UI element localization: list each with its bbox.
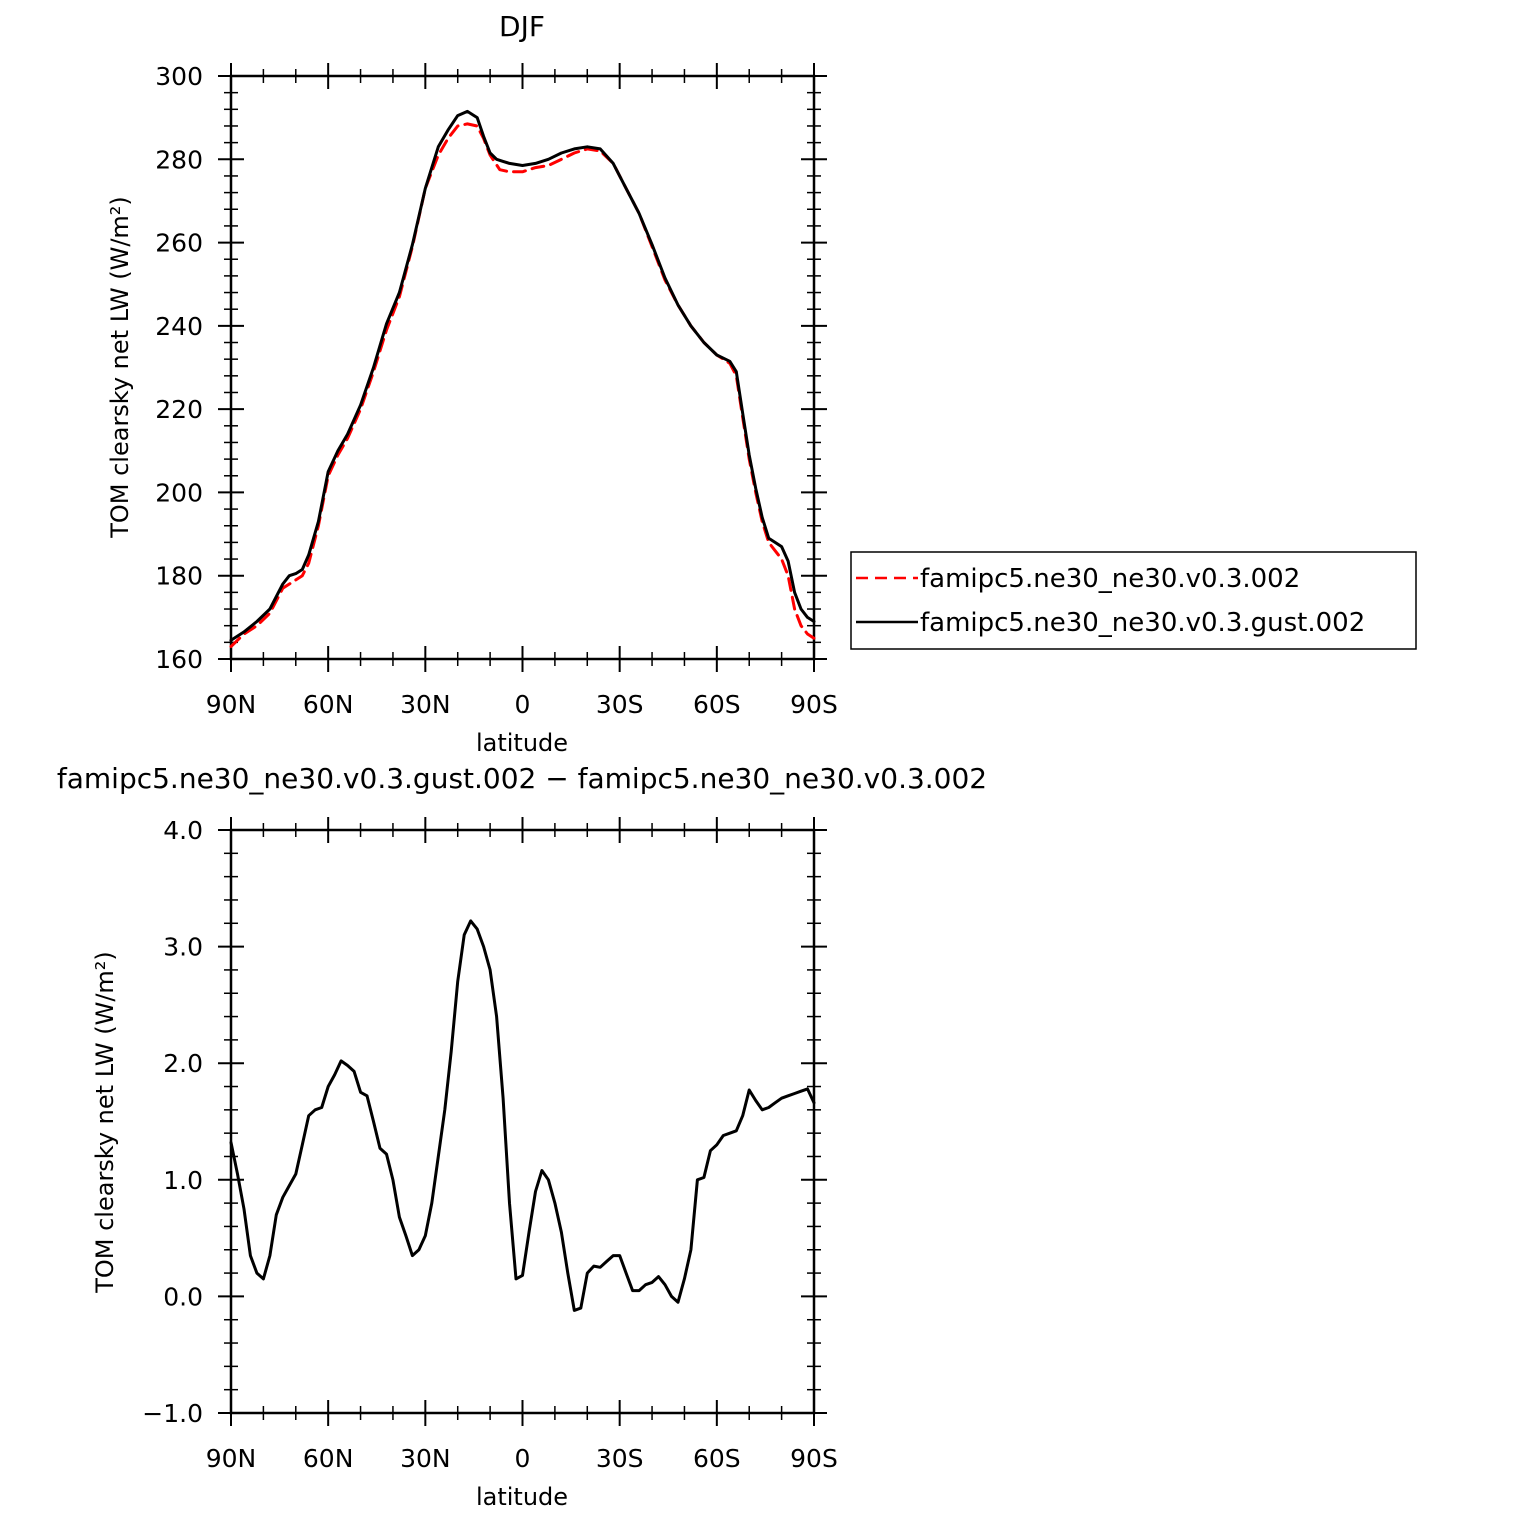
x-tick-label: 30N (400, 1444, 451, 1473)
tick-marks (218, 63, 827, 672)
legend: famipc5.ne30_ne30.v0.3.002 famipc5.ne30_… (850, 551, 1417, 650)
y-tick-label: 280 (155, 145, 203, 174)
x-tick-label: 90N (206, 690, 257, 719)
legend-label-gust: famipc5.ne30_ne30.v0.3.gust.002 (920, 608, 1365, 638)
x-tick-label: 90S (790, 1444, 838, 1473)
y-tick-label: 200 (155, 478, 203, 507)
x-axis-title: latitude (476, 1483, 568, 1511)
y-tick-label: −1.0 (142, 1399, 203, 1428)
y-tick-label: 4.0 (163, 816, 203, 845)
y-axis-title: TOM clearsky net LW (W/m²) (106, 196, 134, 539)
tick-marks (218, 817, 827, 1426)
y-tick-label: 0.0 (163, 1282, 203, 1311)
x-tick-label: 30S (596, 690, 644, 719)
chart-title: DJF (499, 10, 545, 43)
series-line (229, 109, 816, 642)
series-lines (229, 919, 816, 1312)
x-tick-label: 0 (515, 690, 531, 719)
difference-chart-title: famipc5.ne30_ne30.v0.3.gust.002 − famipc… (57, 762, 987, 795)
y-tick-labels: 160 180 200 220 240 260 280 300 (155, 62, 203, 674)
x-axis-title: latitude (476, 729, 568, 757)
y-axis-title: TOM clearsky net LW (W/m²) (91, 951, 119, 1294)
x-tick-labels: 90N 60N 30N 0 30S 60S 90S (206, 690, 838, 719)
series-line (229, 919, 816, 1312)
y-tick-label: 2.0 (163, 1049, 203, 1078)
x-tick-label: 30N (400, 690, 451, 719)
x-tick-labels: 90N 60N 30N 0 30S 60S 90S (206, 1444, 838, 1473)
legend-label-baseline: famipc5.ne30_ne30.v0.3.002 (920, 564, 1300, 594)
y-tick-label: 300 (155, 62, 203, 91)
top-chart-panel: DJF 160 180 200 220 240 260 280 300 90N 60N 30N 0 3… (106, 10, 1417, 757)
series-line (229, 122, 816, 648)
x-tick-label: 90N (206, 1444, 257, 1473)
bottom-chart-panel: famipc5.ne30_ne30.v0.3.gust.002 − famipc… (57, 762, 987, 1511)
y-tick-label: 160 (155, 645, 203, 674)
series-lines (229, 109, 816, 648)
x-tick-label: 60N (303, 690, 354, 719)
y-tick-label: 3.0 (163, 933, 203, 962)
x-tick-label: 30S (596, 1444, 644, 1473)
x-tick-label: 90S (790, 690, 838, 719)
x-tick-label: 60N (303, 1444, 354, 1473)
plot-frame (229, 74, 816, 661)
x-tick-label: 60S (693, 690, 741, 719)
y-tick-label: 260 (155, 229, 203, 258)
x-tick-label: 60S (693, 1444, 741, 1473)
x-tick-label: 0 (515, 1444, 531, 1473)
y-tick-label: 240 (155, 312, 203, 341)
legend-box (850, 551, 1417, 650)
y-tick-labels: −1.0 0.0 1.0 2.0 3.0 4.0 (142, 816, 203, 1428)
y-tick-label: 1.0 (163, 1166, 203, 1195)
y-tick-label: 180 (155, 562, 203, 591)
y-tick-label: 220 (155, 395, 203, 424)
plot-frame (229, 828, 816, 1415)
